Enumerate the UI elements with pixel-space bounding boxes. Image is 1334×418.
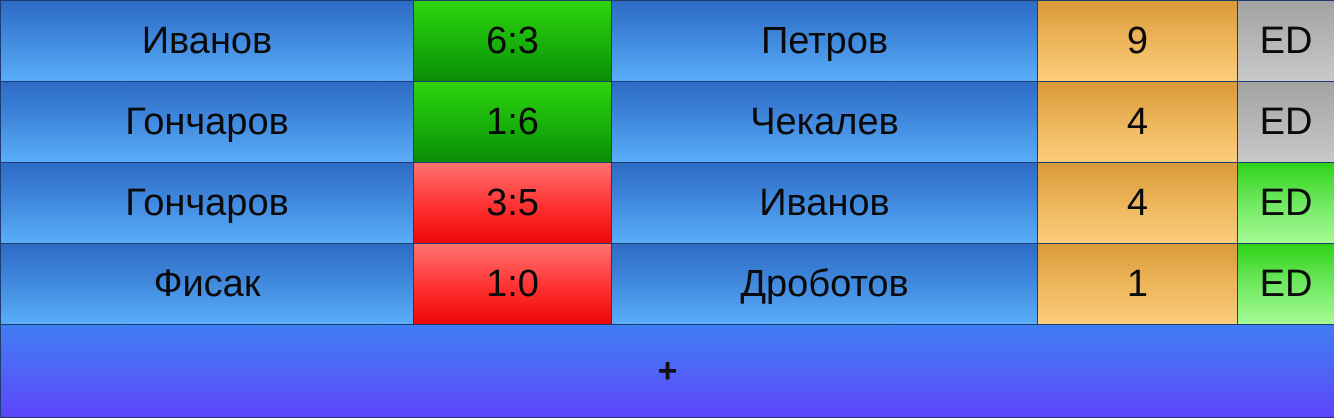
points-cell: 9 <box>1038 1 1238 82</box>
player1-name: Гончаров <box>1 163 414 244</box>
player2-name: Дроботов <box>612 244 1038 325</box>
player2-name: Чекалев <box>612 82 1038 163</box>
score-cell: 3:5 <box>414 163 612 244</box>
ed-button[interactable]: ED <box>1238 244 1334 325</box>
score-cell: 1:6 <box>414 82 612 163</box>
plus-icon: + <box>657 351 678 390</box>
player1-name: Иванов <box>1 1 414 82</box>
player2-name: Петров <box>612 1 1038 82</box>
match-row: Гончаров 3:5 Иванов 4 ED <box>1 163 1334 244</box>
ed-button[interactable]: ED <box>1238 1 1334 82</box>
points-cell: 1 <box>1038 244 1238 325</box>
match-row: Иванов 6:3 Петров 9 ED <box>1 1 1334 82</box>
player1-name: Фисак <box>1 244 414 325</box>
points-cell: 4 <box>1038 82 1238 163</box>
ed-button[interactable]: ED <box>1238 82 1334 163</box>
score-cell: 1:0 <box>414 244 612 325</box>
points-cell: 4 <box>1038 163 1238 244</box>
player1-name: Гончаров <box>1 82 414 163</box>
ed-button[interactable]: ED <box>1238 163 1334 244</box>
add-match-button[interactable]: + <box>1 325 1334 418</box>
score-cell: 6:3 <box>414 1 612 82</box>
match-row: Гончаров 1:6 Чекалев 4 ED <box>1 82 1334 163</box>
player2-name: Иванов <box>612 163 1038 244</box>
match-row: Фисак 1:0 Дроботов 1 ED <box>1 244 1334 325</box>
